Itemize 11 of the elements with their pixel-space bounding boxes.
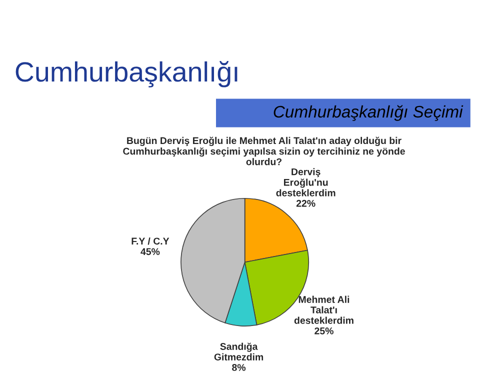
data-label: 8% — [232, 364, 246, 371]
data-label: 25% — [314, 327, 334, 334]
slice-label: F.Y / C.Y — [132, 237, 170, 245]
data-label: 45% — [140, 248, 160, 256]
text: Bugün Derviş Eroğlu ile Mehmet Ali Talat'ın aday olduğu bir Cumhurbaşkanlığı seçimi yapılsa sizin oy tercihiniz ne yönde olurdu? — [123, 136, 405, 166]
chart-subtitle: Cumhurbaşkanlığı Seçimi — [274, 105, 464, 121]
slice-label: Mehmet Ali Talat'ı desteklerdim — [294, 296, 354, 324]
chart-title: Cumhurbaşkanlığı — [16, 61, 238, 88]
data-label: 22% — [296, 200, 316, 207]
slice-label: Derviş Eroğlu'nu desteklerdim — [276, 168, 336, 196]
slice-label: Sandığa Gitmezdim — [214, 342, 264, 360]
